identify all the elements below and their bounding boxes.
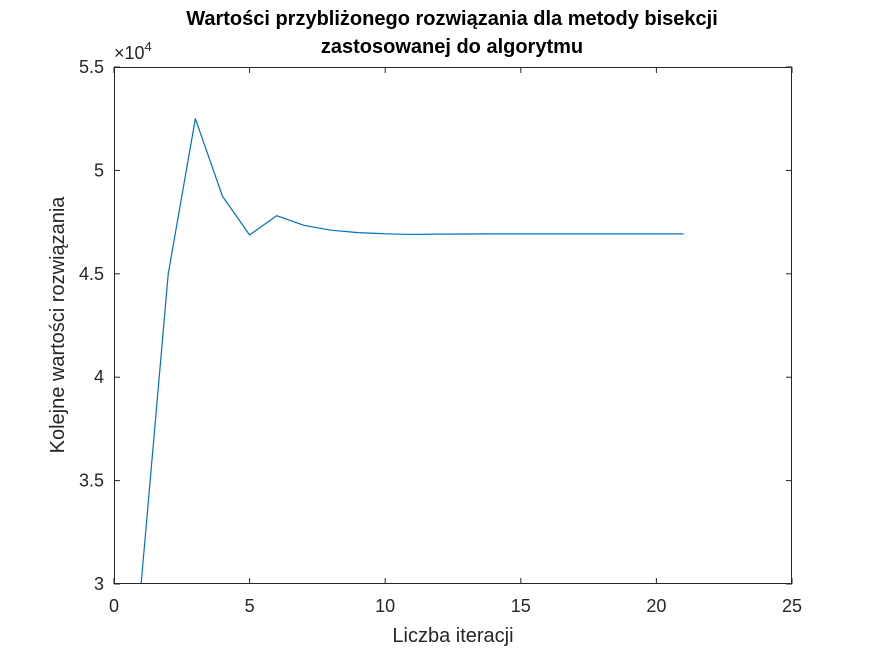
y-tick-label: 3 xyxy=(94,574,104,594)
x-axis-label: Liczba iteracji xyxy=(392,625,513,647)
x-tick-label: 20 xyxy=(646,596,666,616)
plot-area xyxy=(114,67,792,584)
y-axis-exponent-label: ×104 xyxy=(114,39,152,63)
x-axis-tick-labels: 0 5 10 15 20 25 xyxy=(109,596,802,616)
x-tick-label: 25 xyxy=(782,596,802,616)
x-tick-label: 0 xyxy=(109,596,119,616)
y-tick-label: 4.5 xyxy=(79,264,104,284)
exponent-power: 4 xyxy=(145,39,152,54)
x-tick-label: 10 xyxy=(375,596,395,616)
y-tick-label: 5 xyxy=(94,160,104,180)
chart-title-line-2: zastosowanej do algorytmu xyxy=(321,36,583,58)
y-tick-label: 3.5 xyxy=(79,471,104,491)
exponent-base: ×10 xyxy=(114,43,145,63)
x-tick-label: 15 xyxy=(511,596,531,616)
y-tick-label: 5.5 xyxy=(79,57,104,77)
y-axis-label: Kolejne wartości rozwiązania xyxy=(47,196,69,454)
chart-title-line-1: Wartości przybliżonego rozwiązania dla m… xyxy=(186,8,718,30)
x-tick-label: 5 xyxy=(245,596,255,616)
y-axis-tick-labels: 3 3.5 4 4.5 5 5.5 xyxy=(79,57,104,594)
y-tick-label: 4 xyxy=(94,367,104,387)
